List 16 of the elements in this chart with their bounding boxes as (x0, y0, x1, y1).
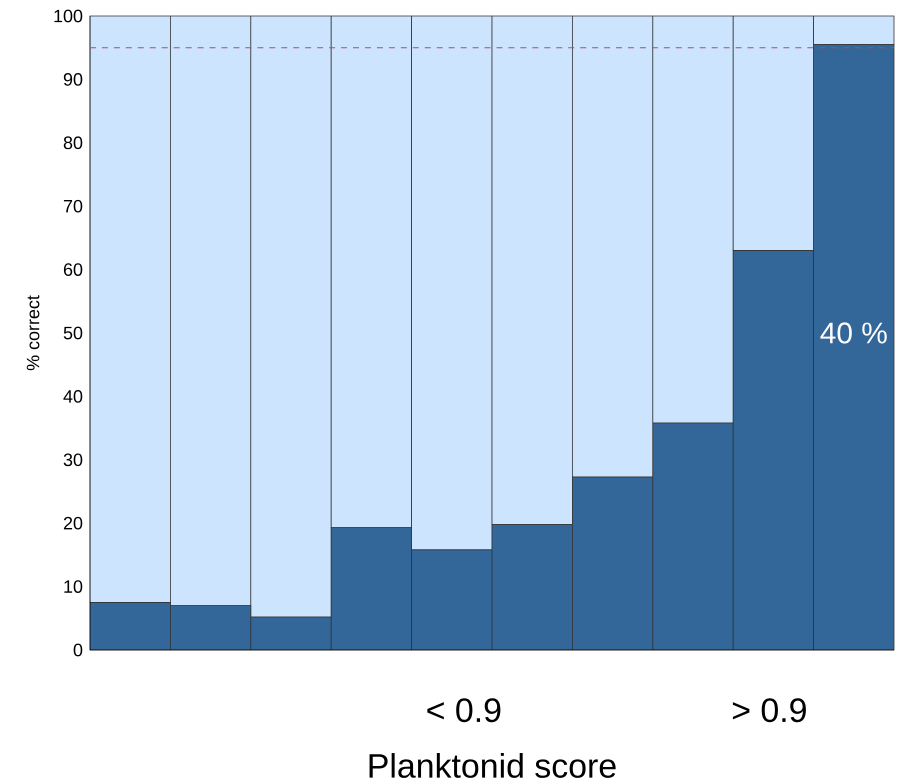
y-tick-label: 100 (54, 10, 82, 22)
y-tick-label: 40 (63, 390, 82, 403)
y-tick-label: 0 (74, 644, 82, 656)
y-tick-label: 10 (64, 580, 82, 593)
y-tick-label: 70 (64, 200, 82, 213)
y-tick-label: 90 (64, 73, 82, 86)
y-tick-label: 60 (64, 263, 82, 276)
text: > 0.9 (732, 698, 806, 722)
annotation: 40 % (820, 322, 887, 344)
y-tick-label: 20 (64, 516, 82, 530)
x-axis-title: Planktonid score (370, 753, 616, 778)
text: < 0.9 (427, 698, 500, 722)
y-tick-label: 80 (64, 136, 82, 150)
y-axis-title: % correct (26, 295, 40, 370)
y-tick-label: 50 (64, 326, 82, 340)
y-tick-label: 30 (64, 453, 82, 466)
